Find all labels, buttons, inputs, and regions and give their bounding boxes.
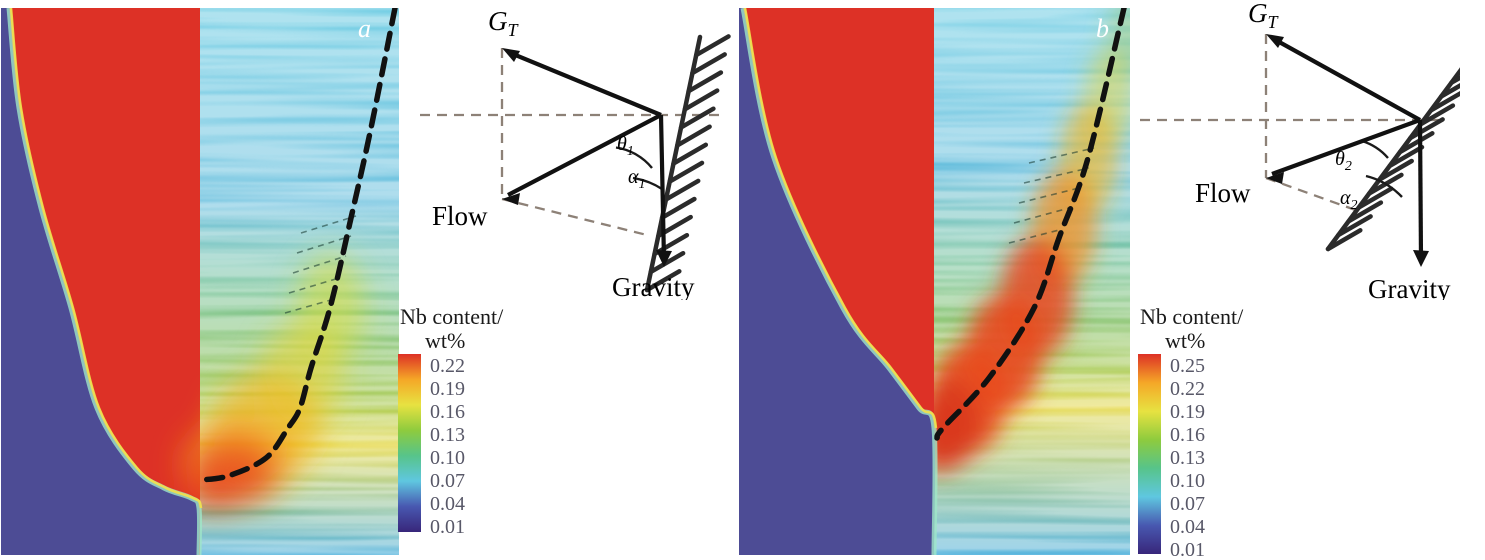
svg-text:θ1: θ1 [617, 133, 634, 159]
svg-text:0.01: 0.01 [430, 516, 465, 538]
svg-text:Flow: Flow [432, 201, 488, 231]
svg-text:Nb content/: Nb content/ [400, 308, 504, 329]
svg-text:α2: α2 [1340, 187, 1358, 213]
svg-text:wt%: wt% [425, 328, 465, 353]
svg-text:θ2: θ2 [1335, 148, 1352, 174]
svg-text:0.10: 0.10 [430, 447, 465, 469]
svg-text:0.13: 0.13 [430, 424, 465, 446]
svg-text:0.01: 0.01 [1170, 539, 1205, 560]
svg-text:0.25: 0.25 [1170, 355, 1205, 377]
svg-text:0.04: 0.04 [1170, 516, 1205, 538]
svg-text:0.16: 0.16 [1170, 424, 1205, 446]
svg-text:0.04: 0.04 [430, 493, 465, 515]
svg-text:0.19: 0.19 [1170, 401, 1205, 423]
svg-text:Gravity: Gravity [1368, 274, 1451, 300]
svg-text:α1: α1 [628, 166, 646, 192]
svg-text:Gravity: Gravity [612, 272, 695, 300]
svg-text:0.10: 0.10 [1170, 470, 1205, 492]
svg-text:GT: GT [488, 6, 520, 40]
svg-text:0.07: 0.07 [430, 470, 465, 492]
svg-text:0.07: 0.07 [1170, 493, 1205, 515]
svg-text:wt%: wt% [1165, 328, 1205, 353]
svg-text:0.13: 0.13 [1170, 447, 1205, 469]
svg-text:0.19: 0.19 [430, 378, 465, 400]
svg-text:0.22: 0.22 [430, 355, 465, 377]
svg-text:GT: GT [1248, 0, 1280, 32]
svg-text:Flow: Flow [1195, 178, 1251, 208]
svg-text:0.16: 0.16 [430, 401, 465, 423]
svg-text:Nb content/: Nb content/ [1140, 308, 1244, 329]
svg-text:0.22: 0.22 [1170, 378, 1205, 400]
